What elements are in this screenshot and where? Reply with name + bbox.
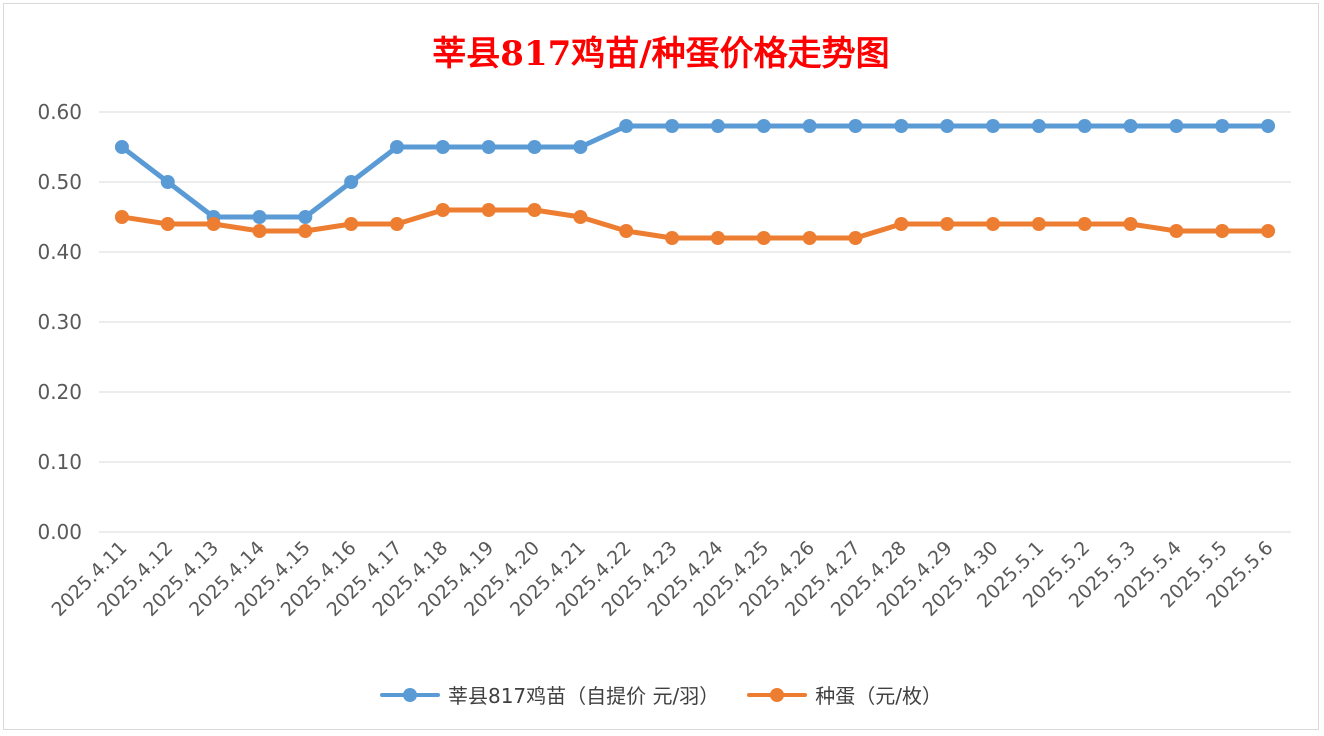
data-point-s0-19	[986, 119, 1000, 133]
chart-title: 莘县817鸡苗/种蛋价格走势图	[432, 34, 890, 74]
legend-label-chicks: 莘县817鸡苗（自提价 元/羽）	[447, 684, 720, 708]
y-tick-label: 0.50	[37, 170, 82, 194]
data-point-s0-15	[802, 119, 817, 133]
data-point-s0-8	[481, 140, 496, 154]
data-point-s1-4	[298, 224, 313, 238]
data-point-s0-0	[114, 140, 129, 154]
legend-label-eggs: 种蛋（元/枚）	[815, 684, 943, 708]
y-tick-label: 0.40	[37, 240, 82, 264]
y-tick-label: 0.20	[37, 380, 82, 404]
y-tick-label: 0.10	[37, 450, 82, 474]
data-point-s1-18	[940, 217, 955, 231]
data-point-s0-7	[435, 140, 450, 154]
data-point-s0-22	[1123, 119, 1138, 133]
data-point-s1-15	[802, 231, 817, 245]
data-point-s0-14	[756, 119, 771, 133]
data-point-s1-23	[1169, 224, 1184, 238]
data-point-s0-16	[848, 119, 863, 133]
data-point-s0-13	[710, 119, 725, 133]
data-point-s0-9	[527, 140, 542, 154]
data-point-s0-3	[252, 210, 267, 224]
y-tick-label: 0.60	[37, 100, 82, 124]
data-point-s1-13	[710, 231, 725, 245]
data-point-s1-24	[1215, 224, 1230, 238]
data-point-s1-14	[756, 231, 771, 245]
series-line-0	[119, 123, 1271, 220]
data-point-s0-24	[1215, 119, 1230, 133]
data-point-s0-10	[573, 140, 588, 154]
data-point-s1-7	[435, 203, 450, 217]
data-point-s0-23	[1169, 119, 1184, 133]
chart-legend: 莘县817鸡苗（自提价 元/羽） 种蛋（元/枚）	[4, 680, 1318, 709]
data-point-s1-0	[114, 210, 129, 224]
data-point-s1-2	[206, 217, 221, 231]
data-point-s1-11	[619, 224, 634, 238]
data-point-s0-12	[665, 119, 680, 133]
data-point-s1-3	[252, 224, 267, 238]
data-point-s1-21	[1077, 217, 1092, 231]
data-point-s0-18	[940, 119, 955, 133]
data-point-s0-20	[1031, 119, 1046, 133]
data-point-s1-22	[1123, 217, 1138, 231]
legend-swatch-eggs	[747, 687, 808, 702]
data-point-s1-9	[527, 203, 542, 217]
data-point-s0-17	[894, 119, 909, 133]
data-point-s1-8	[481, 203, 496, 217]
data-point-s1-19	[986, 217, 1000, 231]
legend-item-chicks: 莘县817鸡苗（自提价 元/羽）	[379, 680, 720, 709]
y-tick-label: 0.00	[37, 520, 82, 544]
legend-item-eggs: 种蛋（元/枚）	[747, 680, 942, 709]
data-point-s0-5	[344, 175, 359, 189]
data-point-s1-10	[573, 210, 588, 224]
data-point-s1-6	[390, 217, 404, 231]
data-point-s1-25	[1261, 224, 1276, 238]
data-point-s1-1	[160, 217, 175, 231]
data-point-s0-11	[619, 119, 634, 133]
data-point-s1-20	[1031, 217, 1046, 231]
data-point-s1-12	[665, 231, 680, 245]
data-point-s0-21	[1077, 119, 1092, 133]
data-point-s0-6	[390, 140, 404, 154]
y-tick-label: 0.30	[37, 310, 82, 334]
series-line-1	[119, 207, 1271, 241]
data-point-s1-16	[848, 231, 863, 245]
legend-swatch-chicks	[379, 687, 440, 702]
line-chart: 0.000.100.200.300.400.500.602025.4.11202…	[37, 100, 1291, 621]
data-point-s1-17	[894, 217, 909, 231]
data-point-s0-1	[160, 175, 175, 189]
data-point-s0-4	[298, 210, 313, 224]
data-point-s0-25	[1261, 119, 1276, 133]
chart-frame: 莘县817鸡苗/种蛋价格走势图 0.00 0.10 0.20 0.30 0.40 0.50…	[3, 3, 1319, 730]
data-point-s1-5	[344, 217, 359, 231]
